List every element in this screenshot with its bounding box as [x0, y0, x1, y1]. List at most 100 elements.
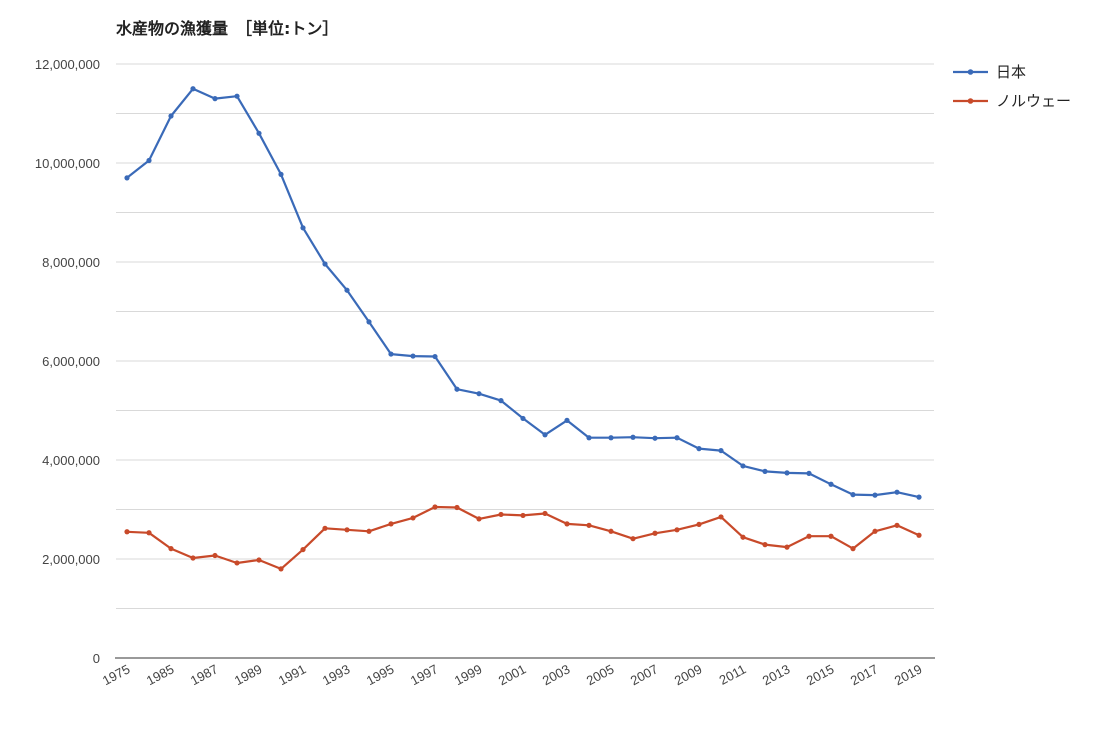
data-point: [278, 566, 284, 572]
data-point: [564, 417, 570, 423]
data-point: [520, 415, 526, 422]
y-tick-label: 8,000,000: [42, 255, 100, 270]
data-point: [828, 481, 834, 487]
data-point: [806, 533, 812, 539]
data-point: [850, 546, 856, 552]
data-point: [630, 434, 636, 440]
x-tick-label: 1987: [188, 661, 221, 688]
y-tick-label: 4,000,000: [42, 453, 100, 468]
data-point: [190, 555, 196, 561]
data-point: [894, 489, 900, 495]
legend-swatch-point: [967, 98, 974, 104]
series-1: [124, 504, 922, 572]
data-point: [322, 525, 328, 531]
data-point: [520, 512, 526, 519]
data-point: [300, 225, 306, 231]
x-tick-label: 1991: [276, 661, 309, 688]
data-point: [740, 463, 746, 469]
data-point: [542, 510, 548, 517]
x-tick-label: 1995: [364, 661, 397, 688]
data-point: [630, 536, 636, 542]
data-point: [850, 492, 856, 498]
data-point: [652, 530, 658, 536]
legend-label: 日本: [996, 63, 1026, 81]
series-line: [126, 87, 920, 499]
data-point: [608, 435, 614, 441]
data-point: [168, 546, 174, 552]
x-tick-label: 1985: [144, 661, 177, 688]
data-point: [366, 528, 372, 534]
x-tick-label: 2005: [584, 661, 617, 688]
x-tick-label: 2019: [892, 661, 925, 688]
y-tick-label: 0: [93, 651, 100, 666]
series: [124, 86, 922, 572]
data-point: [432, 504, 438, 510]
data-point: [212, 96, 218, 102]
data-point: [916, 532, 922, 538]
data-point: [322, 261, 328, 267]
data-point: [476, 391, 482, 397]
y-tick-label: 6,000,000: [42, 354, 100, 369]
data-point: [146, 530, 152, 536]
y-tick-label: 2,000,000: [42, 552, 100, 567]
legend-item: ノルウェー: [953, 92, 1071, 110]
data-point: [256, 557, 262, 563]
data-point: [674, 435, 680, 441]
x-tick-label: 2003: [540, 661, 573, 688]
data-point: [124, 175, 130, 181]
data-point: [784, 544, 790, 550]
x-tick-label: 2001: [496, 661, 529, 688]
data-point: [762, 468, 768, 474]
data-point: [894, 522, 900, 528]
legend-item: 日本: [953, 63, 1026, 81]
x-tick-label: 2017: [848, 661, 881, 688]
y-axis-ticks: 0 2,000,000 4,000,000 6,000,000 8,000,000 10,…: [35, 57, 100, 666]
data-point: [410, 353, 416, 359]
x-tick-label: 1997: [408, 661, 441, 688]
data-point: [872, 528, 878, 534]
data-point: [762, 542, 768, 548]
data-point: [146, 157, 152, 164]
y-tick-label: 10,000,000: [35, 156, 100, 171]
data-point: [652, 435, 658, 441]
data-point: [344, 527, 350, 533]
data-point: [696, 446, 702, 452]
data-point: [124, 529, 130, 535]
data-point: [916, 494, 922, 500]
data-point: [608, 528, 614, 534]
data-point: [344, 287, 350, 293]
data-point: [586, 435, 592, 441]
data-point: [674, 527, 680, 533]
data-point: [498, 398, 504, 404]
x-tick-label: 2015: [804, 661, 837, 688]
data-point: [388, 351, 394, 357]
data-point: [718, 514, 724, 520]
data-point: [168, 113, 174, 119]
data-point: [388, 521, 394, 527]
data-point: [410, 515, 416, 521]
data-point: [542, 432, 548, 438]
data-point: [212, 552, 218, 559]
data-point: [718, 447, 724, 454]
data-point: [432, 353, 438, 360]
gridlines: [116, 63, 934, 609]
x-tick-label: 1989: [232, 661, 265, 688]
x-tick-label: 1999: [452, 661, 485, 688]
data-point: [366, 319, 372, 325]
data-point: [256, 130, 262, 136]
legend-label: ノルウェー: [996, 92, 1071, 110]
data-point: [234, 93, 240, 99]
data-point: [806, 470, 812, 476]
series-0: [124, 86, 922, 500]
data-point: [784, 470, 790, 476]
x-tick-label: 2013: [760, 661, 793, 688]
data-point: [190, 86, 196, 92]
data-point: [234, 560, 240, 566]
data-point: [454, 386, 460, 392]
legend-swatch-point: [967, 69, 974, 75]
x-tick-label: 2007: [628, 661, 661, 688]
x-tick-label: 2011: [717, 661, 749, 687]
y-tick-label: 12,000,000: [35, 57, 100, 72]
